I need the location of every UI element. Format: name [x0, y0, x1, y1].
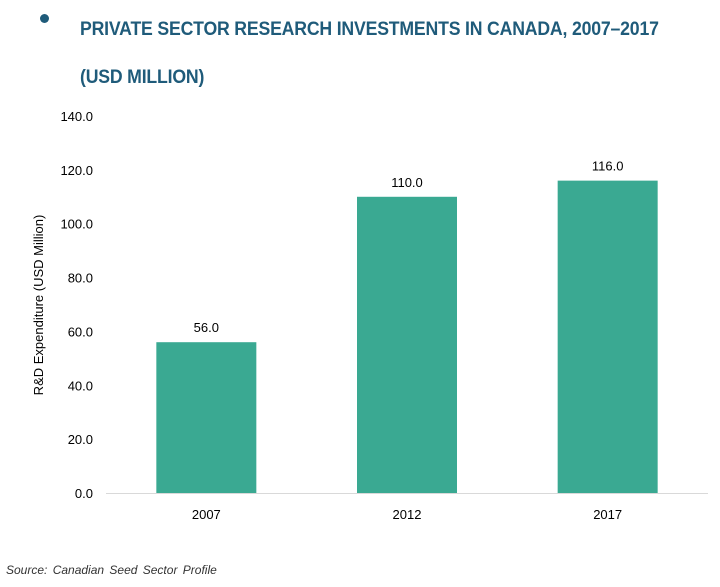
y-tick-label: 60.0	[68, 324, 93, 339]
x-tick-label: 2007	[192, 507, 221, 522]
bar-2012	[357, 196, 457, 494]
x-axis-ticks: 2007 2012 2017	[192, 507, 622, 522]
y-tick-label: 120.0	[60, 163, 93, 178]
x-tick-label: 2017	[593, 507, 622, 522]
data-label-2012: 110.0	[391, 175, 423, 190]
data-labels: 56.0 110.0 116.0	[194, 159, 624, 336]
y-tick-label: 140.0	[60, 109, 93, 124]
title-bullet	[40, 14, 49, 23]
bar-2007	[156, 342, 257, 493]
y-tick-label: 0.0	[75, 486, 93, 501]
y-axis-label-group: R&D Expenditure (USD Million)	[31, 215, 46, 396]
y-tick-label: 20.0	[68, 432, 93, 447]
chart-title: PRIVATE SECTOR RESEARCH INVESTMENTS IN C…	[80, 19, 659, 88]
data-label-2007: 56.0	[194, 320, 219, 335]
y-tick-label: 80.0	[68, 271, 93, 286]
x-tick-label: 2012	[393, 507, 422, 522]
y-axis-label: R&D Expenditure (USD Million)	[31, 215, 46, 396]
y-tick-label: 100.0	[60, 217, 93, 232]
y-axis-ticks: 0.0 20.0 40.0 60.0 80.0 100.0 120.0 140.0	[60, 109, 93, 501]
data-label-2017: 116.0	[592, 159, 624, 174]
bar-2017	[557, 180, 658, 493]
y-tick-label: 40.0	[68, 378, 93, 393]
bars	[156, 180, 658, 494]
source-note: Source: Canadian Seed Sector Profile	[6, 563, 217, 577]
